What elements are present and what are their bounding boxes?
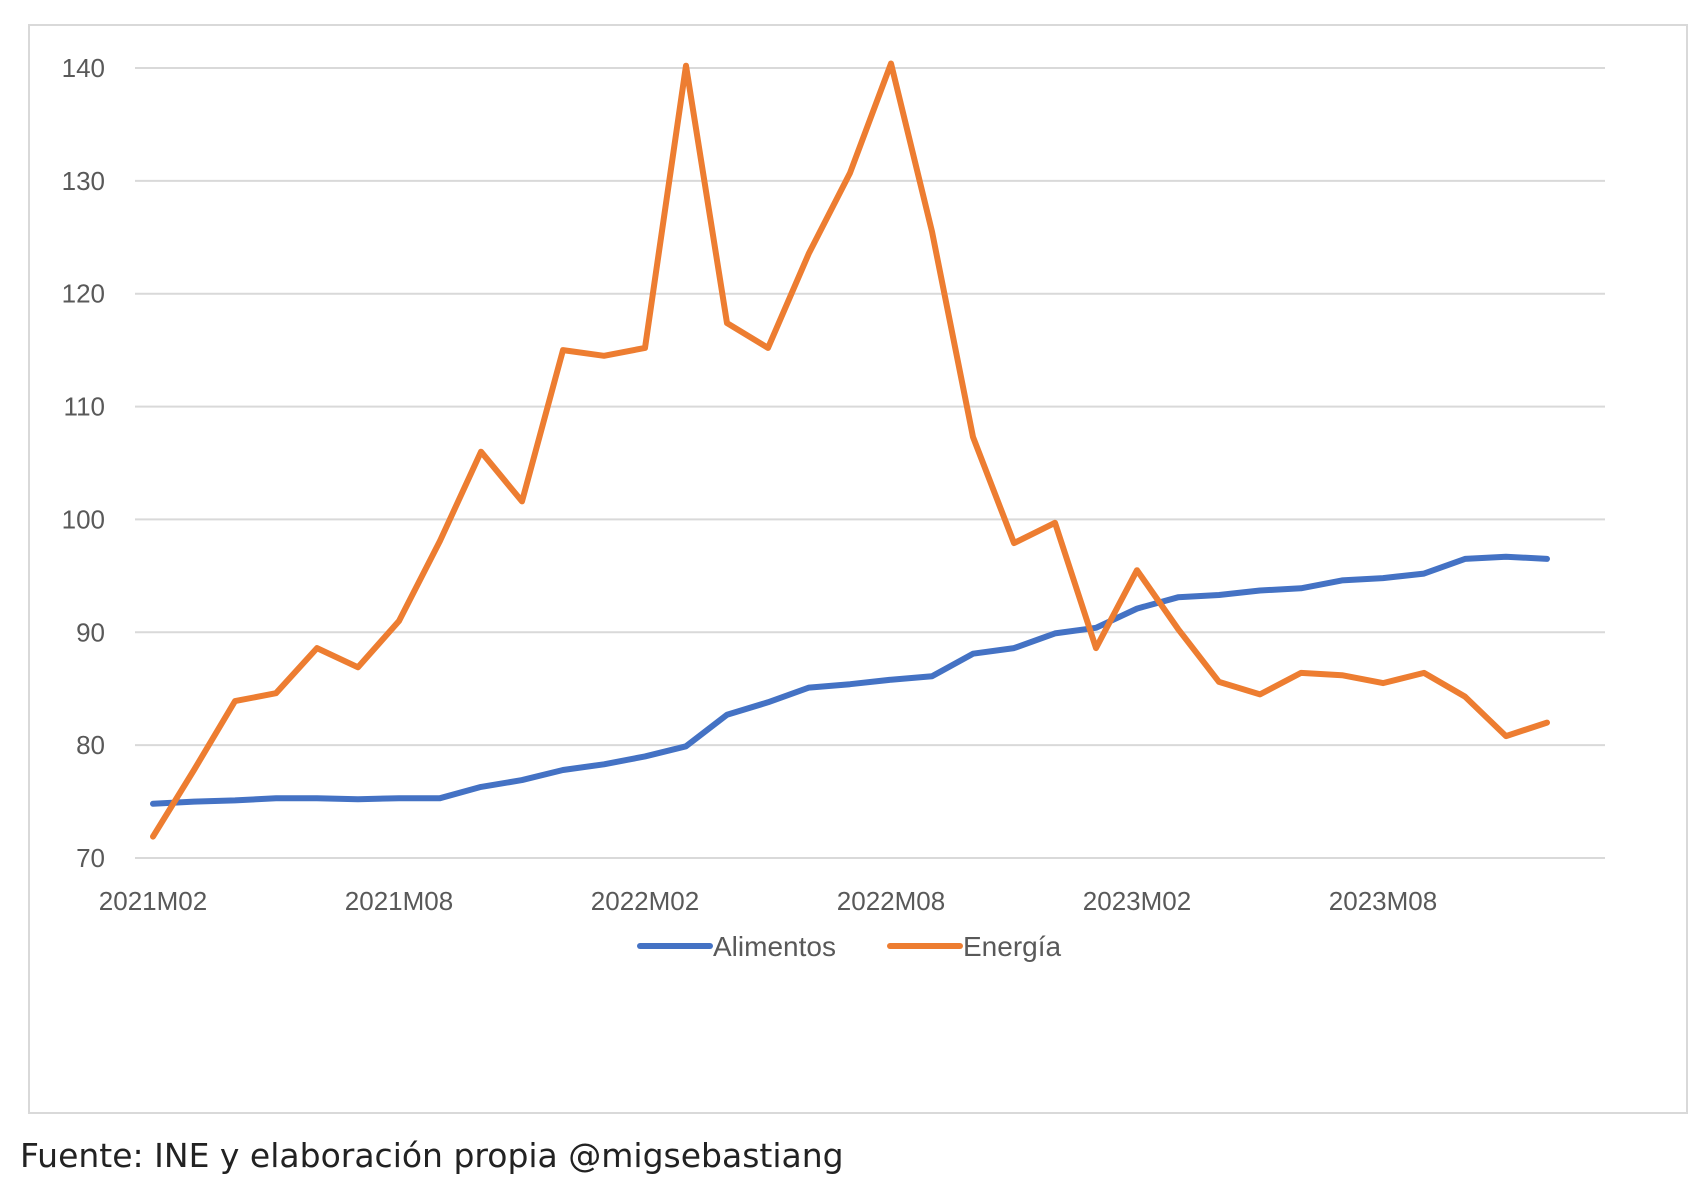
legend-label: Energía — [963, 931, 1061, 962]
y-tick-label: 90 — [76, 617, 105, 647]
series-line-energ-a — [150, 60, 1550, 840]
y-tick-label: 110 — [64, 392, 105, 422]
series-lines — [150, 60, 1550, 840]
y-tick-label: 100 — [62, 504, 105, 534]
x-tick-label: 2023M08 — [1329, 886, 1437, 916]
x-tick-label: 2022M02 — [591, 886, 699, 916]
x-tick-label: 2021M02 — [99, 886, 207, 916]
x-tick-label: 2021M08 — [345, 886, 453, 916]
legend-label: Alimentos — [713, 931, 836, 962]
x-tick-label: 2022M08 — [837, 886, 945, 916]
y-axis-ticks: 70 80 90 100 110 120 130 140 — [62, 53, 105, 873]
gridlines — [135, 67, 1605, 859]
source-note: Fuente: INE y elaboración propia @migseb… — [20, 1136, 844, 1175]
chart-frame: 70 80 90 100 110 120 130 140 2021M02 2021M08 2022… — [28, 24, 1688, 1114]
y-tick-label: 130 — [62, 166, 105, 196]
line-chart: 70 80 90 100 110 120 130 140 2021M02 2021M08 2022… — [62, 53, 1605, 962]
x-axis-ticks: 2021M02 2021M08 2022M02 2022M08 2023M02 2023M… — [99, 886, 1437, 916]
y-tick-label: 140 — [62, 53, 105, 83]
y-tick-label: 80 — [76, 730, 105, 760]
series-line-alimentos — [150, 553, 1550, 807]
y-tick-label: 70 — [76, 843, 105, 873]
legend: Alimentos Energía — [637, 931, 1061, 962]
x-tick-label: 2023M02 — [1083, 886, 1191, 916]
y-tick-label: 120 — [62, 279, 105, 309]
